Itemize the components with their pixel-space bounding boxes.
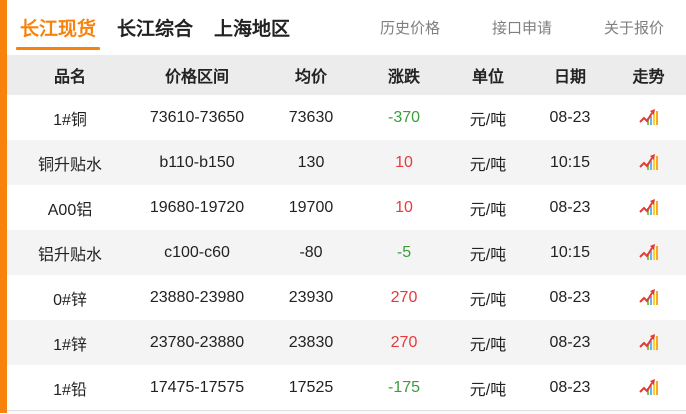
avg-price-cell: -80 <box>299 243 323 261</box>
price-change-cell: 10 <box>395 198 413 216</box>
date-cell: 08-23 <box>549 198 591 216</box>
price-range-cell: 17475-17575 <box>149 378 245 396</box>
trend-chart-icon[interactable] <box>638 334 659 351</box>
link-api-application[interactable]: 接口申请 <box>491 20 552 37</box>
table-row: 铝升贴水 c100-c60 -80 -5 元/吨 10:15 <box>7 230 686 275</box>
header-date: 日期 <box>553 69 586 86</box>
trend-chart-icon[interactable] <box>638 154 659 171</box>
product-name-cell: 1#铜 <box>53 111 87 129</box>
date-cell: 10:15 <box>549 153 591 171</box>
trend-chart-icon[interactable] <box>638 109 659 126</box>
product-name-cell: 1#铅 <box>53 381 87 399</box>
trend-chart-icon[interactable] <box>638 244 659 261</box>
product-name-cell: 铝升贴水 <box>37 246 102 264</box>
accent-left-bar <box>0 0 7 413</box>
link-history-prices[interactable]: 历史价格 <box>379 20 440 37</box>
date-cell: 10:15 <box>549 243 591 261</box>
avg-price-cell: 19700 <box>288 198 334 216</box>
unit-cell: 元/吨 <box>469 201 507 219</box>
unit-cell: 元/吨 <box>469 156 507 174</box>
header-avg-price: 均价 <box>294 69 327 86</box>
price-range-cell: b110-b150 <box>159 153 235 171</box>
header-change: 涨跌 <box>387 69 420 86</box>
table-row: 0#锌 23880-23980 23930 270 元/吨 08-23 <box>7 275 686 320</box>
unit-cell: 元/吨 <box>469 291 507 309</box>
product-name-cell: A00铝 <box>47 201 93 219</box>
price-range-cell: 23880-23980 <box>149 288 245 306</box>
price-range-cell: 19680-19720 <box>149 198 245 216</box>
tab-changjiang-spot[interactable]: 长江现货 <box>14 0 102 55</box>
trend-cell <box>611 365 686 410</box>
product-name-cell: 铜升贴水 <box>37 156 102 174</box>
table-body: 1#铜 73610-73650 73630 -370 元/吨 08-23 铜升贴… <box>7 95 686 410</box>
trend-cell <box>611 275 686 320</box>
tab-shanghai-area[interactable]: 上海地区 <box>214 19 291 40</box>
product-name-cell: 1#锌 <box>53 336 87 354</box>
link-about-quotes[interactable]: 关于报价 <box>603 20 664 37</box>
avg-price-cell: 130 <box>297 153 325 171</box>
table-row: 1#铅 17475-17575 17525 -175 元/吨 08-23 <box>7 365 686 410</box>
price-change-cell: 270 <box>390 333 418 351</box>
price-table-header: 品名 价格区间 均价 涨跌 单位 日期 走势 <box>7 55 686 95</box>
avg-price-cell: 17525 <box>288 378 334 396</box>
avg-price-cell: 23830 <box>288 333 334 351</box>
trend-chart-icon[interactable] <box>638 379 659 396</box>
price-change-cell: -5 <box>396 243 412 261</box>
price-change-cell: 10 <box>395 153 413 171</box>
price-change-cell: -370 <box>387 108 421 126</box>
unit-cell: 元/吨 <box>469 381 507 399</box>
tab-changjiang-composite[interactable]: 长江综合 <box>117 19 194 40</box>
price-range-cell: 23780-23880 <box>149 333 245 351</box>
unit-cell: 元/吨 <box>469 246 507 264</box>
header-unit: 单位 <box>471 69 504 86</box>
trend-cell <box>611 320 686 365</box>
date-cell: 08-23 <box>549 288 591 306</box>
avg-price-cell: 23930 <box>288 288 334 306</box>
table-row: A00铝 19680-19720 19700 10 元/吨 08-23 <box>7 185 686 230</box>
unit-cell: 元/吨 <box>469 336 507 354</box>
product-name-cell: 0#锌 <box>53 291 87 309</box>
price-table: 品名 价格区间 均价 涨跌 单位 日期 走势 1#铜 73610-73650 7… <box>7 55 686 410</box>
price-range-cell: 73610-73650 <box>149 108 245 126</box>
trend-cell <box>611 140 686 185</box>
date-cell: 08-23 <box>549 378 591 396</box>
header-trend: 走势 <box>632 69 665 86</box>
table-row: 1#锌 23780-23880 23830 270 元/吨 08-23 <box>7 320 686 365</box>
trend-cell <box>611 185 686 230</box>
avg-price-cell: 73630 <box>288 108 334 126</box>
price-range-cell: c100-c60 <box>164 243 230 261</box>
next-row-sliver <box>7 410 686 414</box>
date-cell: 08-23 <box>549 333 591 351</box>
table-row: 铜升贴水 b110-b150 130 10 元/吨 10:15 <box>7 140 686 185</box>
header-price-range: 价格区间 <box>164 69 229 86</box>
header-product: 品名 <box>53 69 86 86</box>
price-change-cell: 270 <box>390 288 418 306</box>
trend-chart-icon[interactable] <box>638 289 659 306</box>
topbar: 长江现货 长江综合 上海地区 历史价格 接口申请 关于报价 <box>7 0 686 55</box>
price-change-cell: -175 <box>387 378 421 396</box>
trend-chart-icon[interactable] <box>638 199 659 216</box>
date-cell: 08-23 <box>549 108 591 126</box>
trend-cell <box>611 95 686 140</box>
trend-cell <box>611 230 686 275</box>
unit-cell: 元/吨 <box>469 111 507 129</box>
tab-strip: 长江现货 长江综合 上海地区 <box>7 0 296 55</box>
topbar-links: 历史价格 接口申请 关于报价 <box>380 17 686 38</box>
table-row: 1#铜 73610-73650 73630 -370 元/吨 08-23 <box>7 95 686 140</box>
